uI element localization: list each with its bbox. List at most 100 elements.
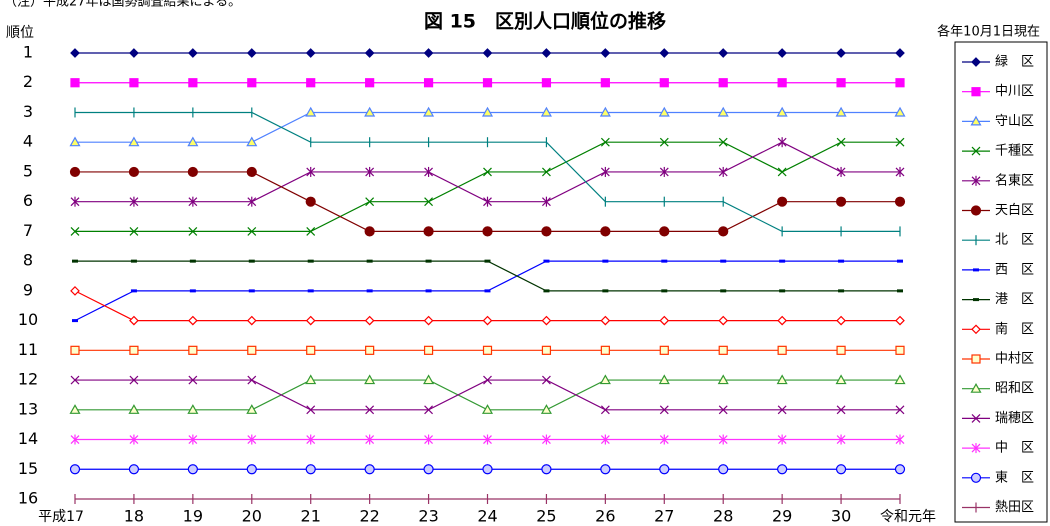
data-point — [365, 434, 375, 445]
y-tick-label: 10 — [18, 310, 38, 329]
data-point — [835, 464, 847, 475]
data-point — [187, 464, 198, 475]
marker-shape — [658, 374, 670, 385]
data-point — [483, 196, 492, 207]
y-tick-label: 7 — [23, 221, 33, 240]
marker-shape — [718, 78, 728, 88]
data-point — [600, 48, 611, 58]
legend-label: 天白区 — [995, 202, 1034, 218]
marker-part — [424, 197, 433, 207]
marker-shape — [600, 226, 611, 237]
marker-shape — [129, 315, 139, 326]
data-point — [70, 48, 80, 58]
data-point — [306, 434, 316, 445]
marker-shape — [541, 226, 552, 237]
marker-shape — [187, 464, 198, 475]
data-point — [129, 78, 139, 88]
marker-part — [188, 226, 198, 236]
marker-shape — [777, 345, 787, 355]
data-point — [481, 106, 494, 117]
data-point — [777, 434, 787, 445]
data-point — [481, 404, 494, 414]
data-point — [600, 226, 611, 237]
data-point — [836, 315, 846, 326]
marker-shape — [364, 106, 376, 117]
data-point — [895, 405, 905, 415]
data-point — [129, 196, 139, 207]
legend-marker — [971, 413, 981, 423]
x-tick-label: 19 — [183, 507, 203, 526]
marker-shape — [776, 374, 788, 385]
marker-shape — [540, 404, 552, 414]
marker-shape — [600, 464, 611, 475]
data-point — [423, 464, 434, 475]
marker-shape — [482, 315, 493, 326]
marker-shape — [482, 464, 493, 475]
x-tick-label: 26 — [595, 507, 615, 526]
data-point — [247, 78, 257, 88]
legend-marker — [971, 443, 981, 454]
data-point — [364, 315, 375, 326]
data-point — [247, 226, 257, 236]
marker-shape — [305, 374, 317, 385]
legend-label: 熱田区 — [995, 500, 1034, 515]
data-point — [246, 315, 257, 326]
x-tick-label: 平成17 — [38, 509, 84, 525]
marker-part — [971, 413, 981, 423]
data-point — [718, 434, 728, 445]
legend-marker — [970, 382, 982, 393]
data-point — [541, 464, 552, 475]
y-tick-label: 11 — [18, 340, 38, 359]
marker-shape — [658, 106, 670, 117]
data-point — [306, 166, 316, 177]
marker-shape — [600, 345, 610, 355]
marker-shape — [246, 48, 257, 58]
data-point — [188, 78, 198, 88]
data-point — [718, 166, 728, 177]
data-point — [542, 196, 551, 207]
marker-part — [836, 405, 846, 415]
marker-shape — [305, 196, 316, 207]
legend-label: 千種区 — [995, 143, 1034, 159]
data-point — [541, 315, 552, 326]
marker-shape — [246, 315, 257, 326]
data-point — [718, 137, 728, 147]
y-tick-label: 3 — [23, 102, 33, 121]
data-point — [777, 48, 787, 58]
data-point — [483, 434, 492, 445]
marker-shape — [70, 48, 80, 58]
data-point — [600, 464, 611, 475]
data-point — [70, 286, 80, 296]
legend-label: 昭和区 — [995, 381, 1034, 396]
legend-label: 北 区 — [995, 233, 1034, 248]
marker-shape — [835, 374, 847, 385]
data-point — [895, 315, 905, 326]
data-point — [718, 405, 728, 415]
marker-shape — [423, 106, 435, 117]
note: （注）平成27年は国勢調査結果による。 — [4, 0, 241, 10]
data-point — [69, 404, 81, 414]
marker-shape — [599, 374, 611, 385]
data-point — [188, 226, 198, 236]
data-point — [423, 374, 435, 385]
marker-shape — [599, 106, 611, 117]
marker-shape — [128, 404, 140, 414]
data-point — [777, 137, 787, 148]
marker-shape — [305, 464, 316, 475]
data-point — [777, 78, 787, 88]
marker-shape — [423, 315, 434, 326]
marker-shape — [970, 115, 982, 126]
marker-shape — [971, 57, 981, 67]
marker-shape — [836, 78, 846, 88]
marker-shape — [718, 226, 729, 237]
y-tick-label: 14 — [18, 429, 38, 448]
x-tick-label: 24 — [477, 507, 497, 526]
y-tick-label: 2 — [23, 72, 33, 91]
marker-shape — [718, 464, 729, 475]
marker-shape — [364, 374, 376, 385]
data-point — [188, 434, 198, 445]
data-point — [600, 315, 611, 326]
marker-part — [129, 226, 139, 236]
marker-shape — [364, 464, 375, 475]
